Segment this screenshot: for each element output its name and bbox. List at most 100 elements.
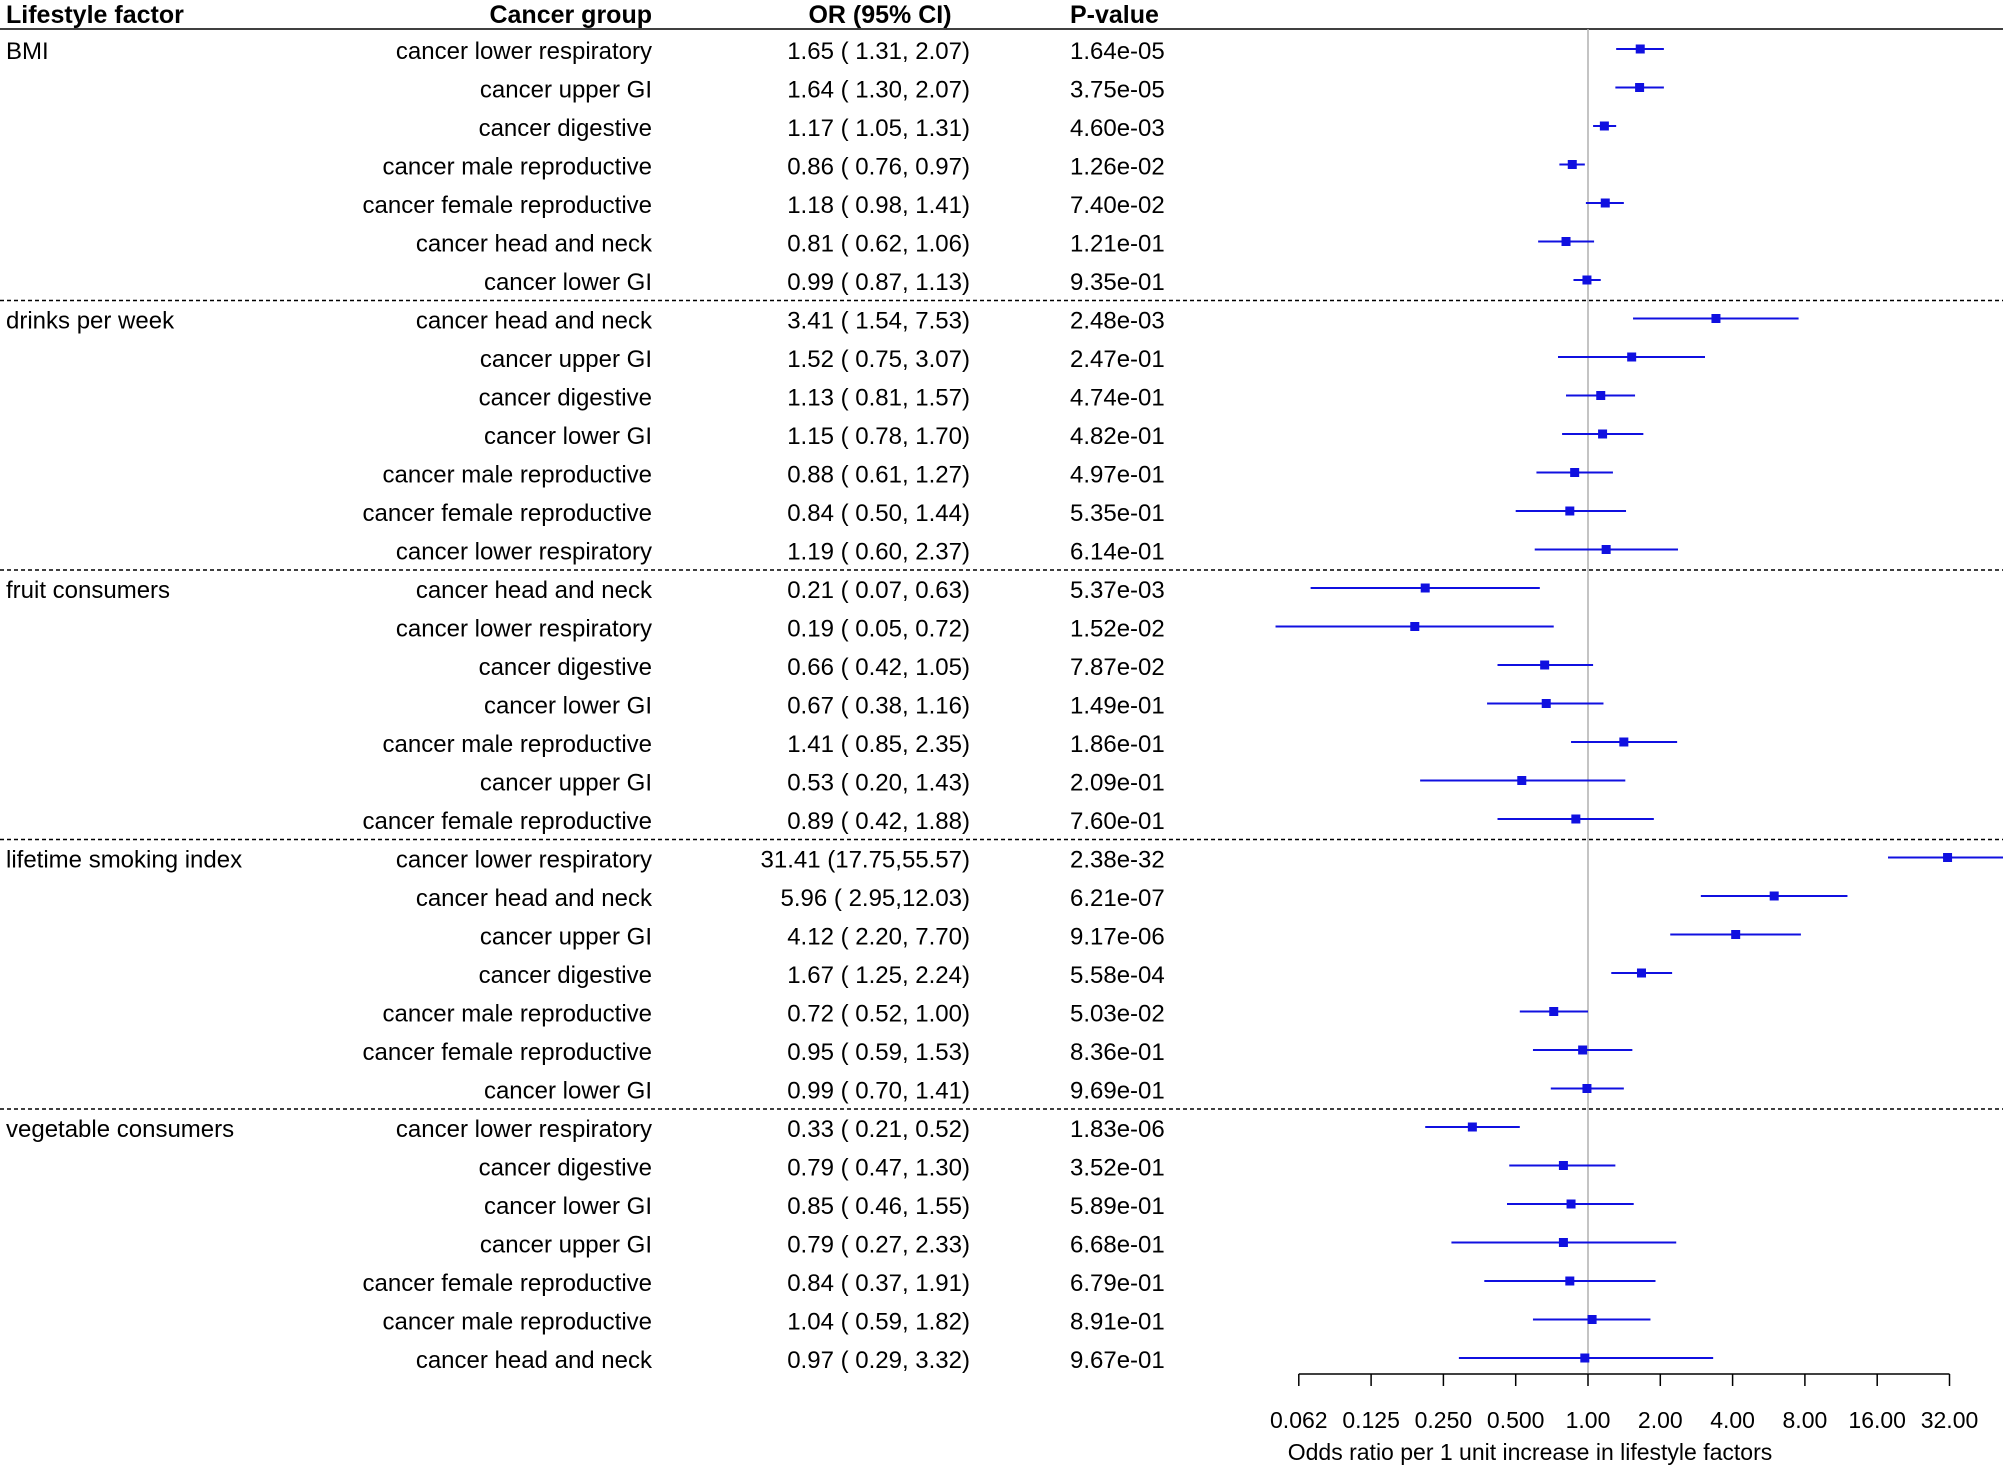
p-value: 9.69e-01 <box>1070 1078 1165 1105</box>
table-row: cancer female reproductive 0.84 ( 0.37, 1… <box>363 1270 1656 1297</box>
p-value: 4.97e-01 <box>1070 462 1165 489</box>
cancer-group-label: cancer male reproductive <box>383 154 652 181</box>
or-ci-value: 0.21 ( 0.07, 0.63) <box>787 577 970 604</box>
or-ci-value: 0.19 ( 0.05, 0.72) <box>787 616 970 643</box>
cancer-group-label: cancer lower GI <box>484 423 652 450</box>
table-row: cancer male reproductive 0.72 ( 0.52, 1.0… <box>383 1001 1588 1028</box>
or-point <box>1635 44 1645 54</box>
cancer-group-label: cancer upper GI <box>480 924 652 951</box>
or-ci-value: 1.64 ( 1.30, 2.07) <box>787 77 970 104</box>
cancer-group-label: cancer lower respiratory <box>396 616 652 643</box>
table-row: cancer digestive 0.66 ( 0.42, 1.05) 7.87e-… <box>479 654 1594 681</box>
cancer-group-label: cancer female reproductive <box>363 1039 652 1066</box>
p-value: 2.38e-32 <box>1070 847 1165 874</box>
or-point <box>1570 468 1580 477</box>
factor-label: vegetable consumers <box>6 1116 234 1143</box>
cancer-group-label: cancer male reproductive <box>383 462 652 489</box>
factor-group: lifetime smoking index cancer lower respi… <box>6 847 2003 1105</box>
factor-group: fruit consumers cancer head and neck 0.21 … <box>6 577 1678 835</box>
table-row: fruit consumers cancer head and neck 0.21 … <box>6 577 1540 604</box>
or-ci-value: 0.89 ( 0.42, 1.88) <box>787 808 970 835</box>
or-ci-value: 5.96 ( 2.95,12.03) <box>781 885 970 912</box>
x-axis-ticks: 0.062 0.125 0.250 0.500 1.00 2.00 4.00 8.00 16.0… <box>1270 1374 1978 1433</box>
cancer-group-label: cancer female reproductive <box>363 192 652 219</box>
p-value: 7.40e-02 <box>1070 192 1165 219</box>
p-value: 1.64e-05 <box>1070 38 1165 65</box>
p-value: 8.36e-01 <box>1070 1039 1165 1066</box>
table-row: cancer lower respiratory 1.19 ( 0.60, 2.3… <box>396 539 1679 566</box>
p-value: 4.82e-01 <box>1070 423 1165 450</box>
table-row: cancer head and neck 5.96 ( 2.95,12.03) 6.… <box>416 885 1848 912</box>
table-row: cancer upper GI 4.12 ( 2.20, 7.70) 9.17e-0… <box>480 924 1801 951</box>
p-value: 5.89e-01 <box>1070 1193 1165 1220</box>
or-ci-value: 0.99 ( 0.87, 1.13) <box>787 269 970 296</box>
factor-group: BMI cancer lower respiratory 1.65 ( 1.31, … <box>6 38 1664 296</box>
table-row: lifetime smoking index cancer lower respi… <box>6 847 2003 874</box>
p-value: 3.52e-01 <box>1070 1155 1165 1182</box>
p-value: 7.60e-01 <box>1070 808 1165 835</box>
table-row: cancer male reproductive 0.88 ( 0.61, 1.2… <box>383 462 1613 489</box>
table-row: cancer male reproductive 1.41 ( 0.85, 2.3… <box>383 731 1678 758</box>
x-tick-label: 16.00 <box>1848 1407 1906 1433</box>
or-point <box>1410 622 1420 631</box>
table-row: cancer digestive 1.67 ( 1.25, 2.24) 5.58e-… <box>479 962 1673 989</box>
cancer-group-label: cancer digestive <box>479 1155 652 1182</box>
p-value: 9.35e-01 <box>1070 269 1165 296</box>
or-ci-value: 0.79 ( 0.27, 2.33) <box>787 1232 970 1259</box>
or-ci-value: 0.99 ( 0.70, 1.41) <box>787 1078 970 1105</box>
p-value: 7.87e-02 <box>1070 654 1165 681</box>
p-value: 6.14e-01 <box>1070 539 1165 566</box>
table-row: cancer female reproductive 0.89 ( 0.42, 1… <box>363 808 1654 835</box>
or-ci-value: 0.33 ( 0.21, 0.52) <box>787 1116 970 1143</box>
or-point <box>1587 1315 1597 1324</box>
or-point <box>1561 237 1571 246</box>
cancer-group-label: cancer digestive <box>479 654 652 681</box>
table-row: cancer female reproductive 1.18 ( 0.98, 1… <box>363 192 1624 219</box>
table-row: cancer lower respiratory 0.19 ( 0.05, 0.7… <box>396 616 1554 643</box>
table-row: cancer head and neck 0.97 ( 0.29, 3.32) 9.… <box>416 1347 1714 1374</box>
x-tick-label: 0.062 <box>1270 1407 1328 1433</box>
or-point <box>1565 1276 1575 1286</box>
or-ci-value: 0.84 ( 0.37, 1.91) <box>787 1270 970 1297</box>
or-ci-value: 1.19 ( 0.60, 2.37) <box>787 539 970 566</box>
p-value: 5.58e-04 <box>1070 962 1165 989</box>
or-point <box>1711 314 1721 323</box>
table-row: cancer female reproductive 0.84 ( 0.50, 1… <box>363 500 1627 527</box>
or-point <box>1558 1161 1568 1170</box>
p-value: 1.21e-01 <box>1070 231 1165 258</box>
p-value: 6.68e-01 <box>1070 1232 1165 1259</box>
cancer-group-label: cancer lower GI <box>484 693 652 720</box>
or-ci-value: 1.17 ( 1.05, 1.31) <box>787 115 970 142</box>
cancer-group-label: cancer head and neck <box>416 885 653 912</box>
table-row: cancer male reproductive 1.04 ( 0.59, 1.8… <box>383 1309 1651 1336</box>
cancer-group-label: cancer lower GI <box>484 1193 652 1220</box>
or-point <box>1567 160 1577 169</box>
p-value: 4.60e-03 <box>1070 115 1165 142</box>
cancer-group-label: cancer lower respiratory <box>396 1116 652 1143</box>
p-value: 9.17e-06 <box>1070 924 1165 951</box>
factor-label: drinks per week <box>6 308 175 335</box>
or-ci-value: 1.67 ( 1.25, 2.24) <box>787 962 970 989</box>
cancer-group-label: cancer lower respiratory <box>396 847 652 874</box>
or-ci-value: 0.84 ( 0.50, 1.44) <box>787 500 970 527</box>
p-value: 1.49e-01 <box>1070 693 1165 720</box>
table-row: cancer lower GI 1.15 ( 0.78, 1.70) 4.82e-0… <box>484 423 1644 450</box>
or-ci-value: 0.85 ( 0.46, 1.55) <box>787 1193 970 1220</box>
or-point <box>1596 391 1606 400</box>
or-ci-value: 0.79 ( 0.47, 1.30) <box>787 1155 970 1182</box>
factor-label: BMI <box>6 38 49 65</box>
header-cancer-group: Cancer group <box>489 1 652 29</box>
table-row: BMI cancer lower respiratory 1.65 ( 1.31, … <box>6 38 1664 65</box>
factor-label: lifetime smoking index <box>6 847 242 874</box>
or-point <box>1598 429 1608 439</box>
p-value: 6.79e-01 <box>1070 1270 1165 1297</box>
x-tick-label: 0.125 <box>1342 1407 1400 1433</box>
or-point <box>1601 545 1611 554</box>
table-row: cancer head and neck 0.81 ( 0.62, 1.06) 1.… <box>416 231 1595 258</box>
or-ci-value: 0.95 ( 0.59, 1.53) <box>787 1039 970 1066</box>
or-point <box>1943 853 1953 862</box>
p-value: 6.21e-07 <box>1070 885 1165 912</box>
p-value: 5.37e-03 <box>1070 577 1165 604</box>
table-row: vegetable consumers cancer lower respirat… <box>6 1116 1520 1143</box>
